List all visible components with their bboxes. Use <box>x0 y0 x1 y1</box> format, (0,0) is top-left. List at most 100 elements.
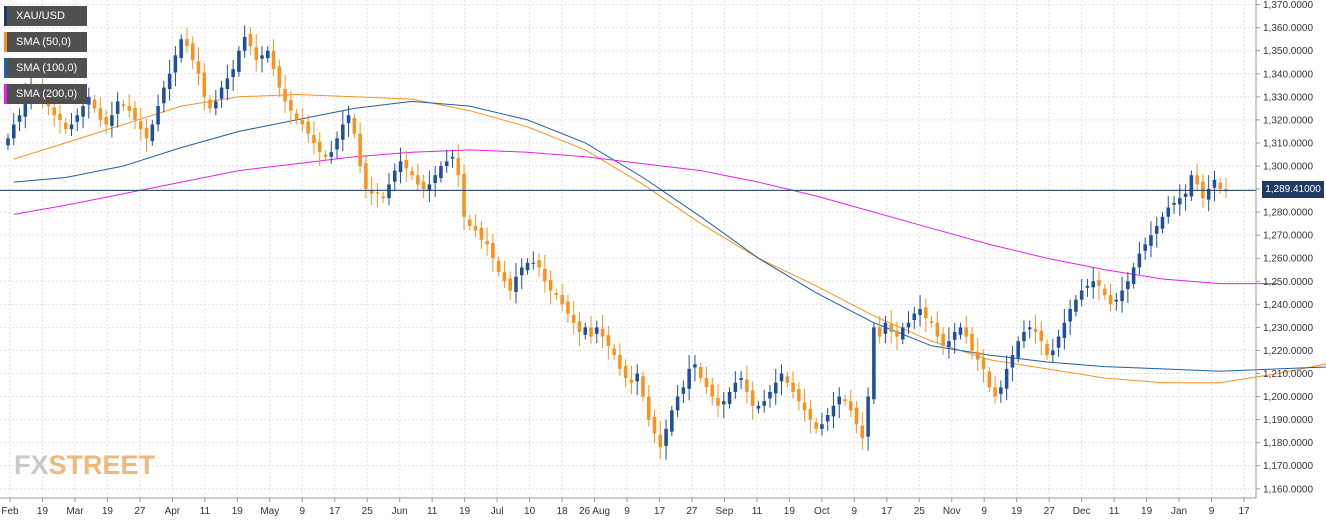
candle-body <box>912 313 917 321</box>
x-tick-label: 18 <box>556 506 568 517</box>
y-tick-label: 1,260.0000 <box>1263 254 1313 265</box>
candle-body <box>1027 327 1032 330</box>
candle-body <box>167 73 172 89</box>
candle-body <box>231 69 235 78</box>
legend-label: SMA (50,0) <box>16 36 72 48</box>
legend-item-sma100[interactable]: SMA (100,0) <box>4 58 88 78</box>
legend-swatch <box>4 6 7 26</box>
candle-body <box>947 341 951 348</box>
x-tick-label: 19 <box>784 506 796 517</box>
candle-body <box>306 121 310 134</box>
candle-body <box>23 96 28 117</box>
candle-body <box>900 327 905 340</box>
candle-body <box>635 373 639 382</box>
x-tick-label: Mar <box>66 506 84 517</box>
y-tick-label: 1,220.0000 <box>1263 346 1313 357</box>
candle-body <box>17 115 22 122</box>
candle-body <box>369 190 374 194</box>
candle-body <box>196 61 201 74</box>
y-tick-label: 1,370.0000 <box>1263 0 1313 11</box>
candle-body <box>1068 308 1072 322</box>
legend-item-sma200[interactable]: SMA (200,0) <box>4 84 88 104</box>
legend-swatch <box>4 58 7 78</box>
y-tick-label: 1,280.0000 <box>1263 208 1313 219</box>
candle-body <box>1166 207 1171 217</box>
logo-street: STREET <box>48 450 156 480</box>
candle-body <box>519 267 524 276</box>
candle-body <box>698 367 703 379</box>
candle-body <box>762 401 766 406</box>
x-tick-label: Jan <box>1171 506 1187 517</box>
y-tick-label: 1,250.0000 <box>1263 277 1313 288</box>
candle-body <box>346 115 351 124</box>
candle-body <box>820 424 824 429</box>
x-tick-label: 9 <box>981 506 987 517</box>
candle-body <box>277 66 282 88</box>
candle-body <box>416 175 420 185</box>
y-tick-label: 1,330.0000 <box>1263 92 1313 103</box>
candle-body <box>952 332 957 340</box>
candle-body <box>364 163 368 190</box>
x-tick-label: 26 Aug <box>579 506 610 517</box>
candle-body <box>883 322 888 334</box>
candle-body <box>571 314 576 323</box>
candle-body <box>935 322 940 337</box>
candle-body <box>185 39 189 47</box>
legend-item-xauusd[interactable]: XAU/USD <box>4 6 88 26</box>
candle-body <box>623 366 628 379</box>
fxstreet-logo: FXSTREET <box>14 450 155 481</box>
candle-body <box>104 117 108 125</box>
candle-body <box>779 373 784 382</box>
candle-body <box>1149 235 1153 246</box>
x-tick-label: 9 <box>624 506 630 517</box>
candle-body <box>508 278 512 291</box>
candle-body <box>658 434 663 448</box>
candle-body <box>75 115 80 122</box>
candle-body <box>214 101 218 109</box>
candle-body <box>87 96 91 105</box>
candle-body <box>924 307 928 319</box>
candle-body <box>514 276 518 292</box>
candle-body <box>317 141 322 153</box>
candle-body <box>69 124 74 130</box>
candle-body <box>1120 290 1124 302</box>
candle-body <box>1206 189 1211 200</box>
candle-body <box>750 390 755 406</box>
sma-100-line <box>13 100 1326 372</box>
axes: 1,160.0000 1,170.0000 1,180.0000 1,190.0000… <box>0 0 1313 517</box>
candle-body <box>121 104 126 107</box>
candle-body <box>652 416 657 434</box>
legend-swatch <box>4 84 7 104</box>
candle-body <box>381 196 385 199</box>
y-tick-label: 1,300.0000 <box>1263 162 1313 173</box>
candle-body <box>543 268 547 282</box>
x-tick-label: 19 <box>37 506 49 517</box>
candle-body <box>768 391 772 399</box>
candle-body <box>329 152 334 157</box>
candle-body <box>225 78 230 89</box>
x-tick-label: 9 <box>852 506 858 517</box>
candle-body <box>675 396 680 411</box>
candle-body <box>716 397 720 406</box>
candle-body <box>462 173 466 217</box>
candle-body <box>872 327 876 400</box>
candle-body <box>421 181 426 190</box>
candle-body <box>1074 299 1078 312</box>
candle-body <box>1114 299 1119 302</box>
x-tick-label: 9 <box>299 506 305 517</box>
candle-body <box>1178 198 1182 205</box>
candle-body <box>641 376 645 397</box>
candle-body <box>554 293 559 296</box>
candle-body <box>375 192 380 194</box>
candle-body <box>433 175 437 184</box>
candle-body <box>1183 193 1188 197</box>
candle-body <box>849 401 853 411</box>
legend-item-sma50[interactable]: SMA (50,0) <box>4 32 88 52</box>
candle-body <box>1010 355 1015 368</box>
x-tick-label: Apr <box>165 506 181 517</box>
y-tick-label: 1,160.0000 <box>1263 484 1313 495</box>
candle-body <box>485 241 489 245</box>
candle-body <box>618 355 622 369</box>
candle-body <box>843 399 847 402</box>
